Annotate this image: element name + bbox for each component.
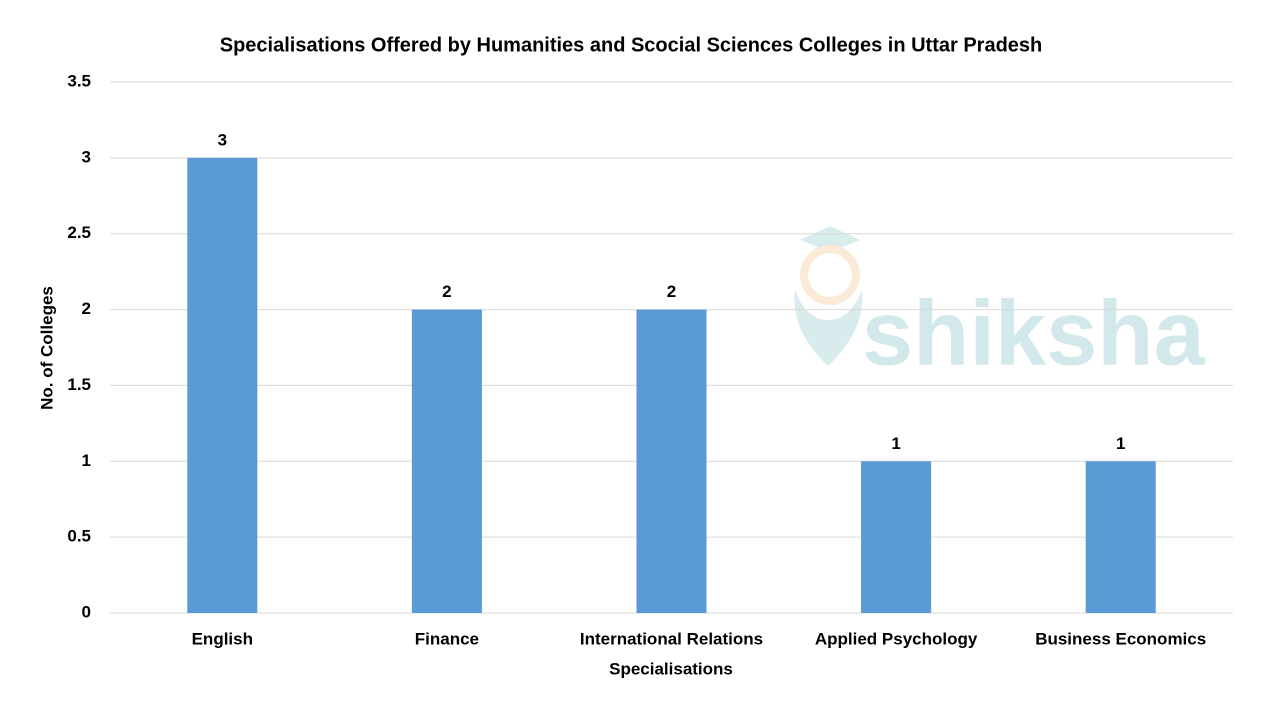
y-tick-label: 1.5	[67, 375, 91, 394]
bar	[636, 309, 707, 613]
data-label: 3	[218, 130, 227, 149]
y-tick-label: 3	[82, 147, 91, 166]
y-tick-label: 2.5	[67, 223, 91, 242]
y-tick-label: 3.5	[67, 71, 91, 90]
y-tick-label: 0	[82, 602, 91, 621]
bar	[411, 309, 482, 613]
bar	[1085, 461, 1156, 613]
x-tick-label: Finance	[415, 629, 479, 648]
data-label: 2	[667, 282, 676, 301]
chart-title: Specialisations Offered by Humanities an…	[220, 34, 1043, 56]
watermark-text: shiksha	[862, 282, 1205, 384]
bar	[861, 461, 932, 613]
x-tick-label: International Relations	[580, 629, 763, 648]
data-label: 1	[891, 434, 900, 453]
data-label: 1	[1116, 434, 1125, 453]
x-axis-title: Specialisations	[609, 659, 733, 678]
y-tick-label: 0.5	[67, 527, 91, 546]
y-tick-label: 1	[82, 451, 91, 470]
x-tick-label: Applied Psychology	[815, 629, 978, 648]
y-tick-label: 2	[82, 299, 91, 318]
watermark-logo	[794, 226, 863, 366]
x-tick-label: Business Economics	[1035, 629, 1206, 648]
bar	[187, 157, 258, 613]
data-label: 2	[442, 282, 451, 301]
y-axis-title: No. of Colleges	[37, 286, 56, 410]
x-tick-label: English	[192, 629, 253, 648]
